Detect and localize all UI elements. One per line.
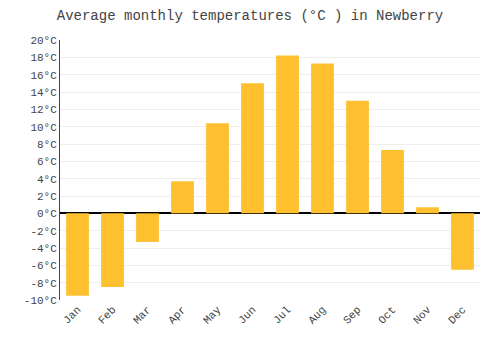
- svg-text:18°C: 18°C: [30, 52, 57, 64]
- svg-text:-6°C: -6°C: [30, 260, 57, 272]
- svg-text:Oct: Oct: [376, 304, 398, 326]
- svg-text:Mar: Mar: [131, 304, 153, 326]
- svg-text:May: May: [201, 304, 224, 327]
- svg-text:Apr: Apr: [166, 304, 188, 326]
- svg-text:Nov: Nov: [411, 304, 434, 327]
- svg-text:-4°C: -4°C: [30, 243, 57, 255]
- svg-text:-2°C: -2°C: [30, 226, 57, 238]
- svg-text:Aug: Aug: [306, 304, 328, 326]
- svg-text:Feb: Feb: [96, 304, 118, 326]
- svg-text:Sep: Sep: [341, 304, 363, 326]
- svg-text:Average monthly temperatures (: Average monthly temperatures (°C ) in Ne…: [57, 8, 443, 24]
- svg-text:12°C: 12°C: [30, 104, 57, 116]
- svg-text:14°C: 14°C: [30, 87, 57, 99]
- svg-text:2°C: 2°C: [37, 191, 57, 203]
- svg-text:-10°C: -10°C: [24, 295, 57, 307]
- svg-text:8°C: 8°C: [37, 139, 57, 151]
- svg-text:10°C: 10°C: [30, 122, 57, 134]
- svg-text:Jun: Jun: [236, 304, 258, 326]
- svg-text:Dec: Dec: [446, 304, 468, 326]
- svg-text:Jan: Jan: [61, 304, 83, 326]
- svg-text:20°C: 20°C: [30, 35, 57, 47]
- svg-text:6°C: 6°C: [37, 156, 57, 168]
- svg-text:16°C: 16°C: [30, 70, 57, 82]
- svg-text:0°C: 0°C: [37, 208, 57, 220]
- svg-text:-8°C: -8°C: [30, 278, 57, 290]
- svg-text:Jul: Jul: [271, 304, 293, 326]
- svg-text:4°C: 4°C: [37, 174, 57, 186]
